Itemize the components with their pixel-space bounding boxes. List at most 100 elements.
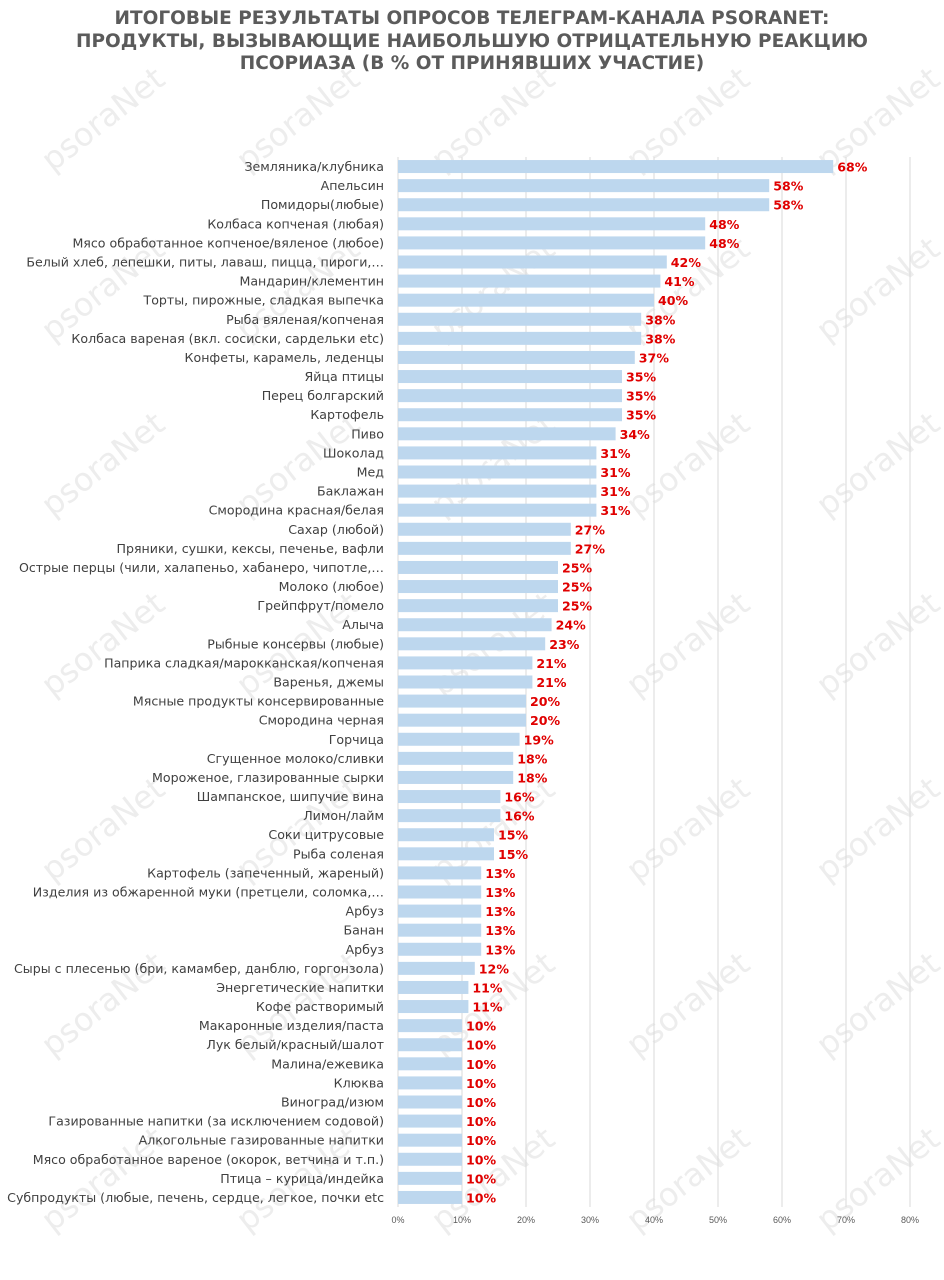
x-tick-label: 40%: [645, 1215, 663, 1225]
category-label: Малина/ежевика: [271, 1056, 384, 1071]
category-label: Арбуз: [345, 904, 384, 919]
bar: [398, 255, 667, 269]
x-tick-label: 0%: [391, 1215, 404, 1225]
bar: [398, 656, 533, 670]
bar: [398, 522, 571, 536]
category-label: Рыба соленая: [293, 846, 384, 861]
value-label: 20%: [530, 694, 561, 709]
value-label: 10%: [466, 1038, 497, 1053]
bar: [398, 732, 520, 746]
value-label: 31%: [600, 465, 631, 480]
value-label: 15%: [498, 828, 529, 843]
bar: [398, 828, 494, 842]
value-label: 16%: [504, 809, 535, 824]
bar: [398, 370, 622, 384]
category-label: Молоко (любое): [279, 579, 384, 594]
category-label: Банан: [343, 923, 384, 938]
x-tick-label: 80%: [901, 1215, 919, 1225]
bar: [398, 179, 770, 193]
x-tick-label: 50%: [709, 1215, 727, 1225]
category-label: Острые перцы (чили, халапеньо, хабанеро,…: [19, 560, 384, 575]
bar: [398, 809, 501, 823]
value-label: 34%: [620, 427, 651, 442]
value-label: 13%: [485, 866, 516, 881]
value-label: 21%: [536, 675, 567, 690]
value-label: 41%: [664, 274, 695, 289]
bar: [398, 560, 558, 574]
category-label: Клюква: [334, 1075, 384, 1090]
value-label: 35%: [626, 370, 657, 385]
value-label: 19%: [524, 732, 555, 747]
category-label: Колбаса копченая (любая): [207, 216, 384, 231]
category-label: Арбуз: [345, 942, 384, 957]
value-label: 25%: [562, 580, 593, 595]
bar: [398, 580, 558, 594]
category-label: Шоколад: [323, 445, 384, 460]
category-label: Торты, пирожные, сладкая выпечка: [143, 293, 385, 308]
bar: [398, 923, 482, 937]
bar: [398, 1076, 462, 1090]
x-tick-label: 30%: [581, 1215, 599, 1225]
value-label: 13%: [485, 942, 516, 957]
category-label: Рыба вяленая/копченая: [226, 312, 384, 327]
value-label: 35%: [626, 408, 657, 423]
category-label: Горчица: [329, 732, 384, 747]
category-label: Варенья, джемы: [273, 675, 384, 690]
value-label: 35%: [626, 389, 657, 404]
value-label: 24%: [556, 618, 587, 633]
bar: [398, 885, 482, 899]
category-label: Смородина черная: [259, 713, 384, 728]
bar: [398, 770, 514, 784]
category-label: Алыча: [342, 617, 384, 632]
bar: [398, 847, 494, 861]
category-label: Белый хлеб, лепешки, питы, лаваш, пицца,…: [26, 255, 384, 270]
category-label: Виноград/изюм: [281, 1095, 384, 1110]
category-label: Сахар (любой): [288, 522, 384, 537]
bar: [398, 1000, 469, 1014]
bar: [398, 446, 597, 460]
category-label: Смородина красная/белая: [209, 503, 384, 518]
category-label: Кофе растворимый: [256, 999, 384, 1014]
bar: [398, 1114, 462, 1128]
value-label: 11%: [472, 980, 503, 995]
bar: [398, 637, 546, 651]
category-label: Рыбные консервы (любые): [207, 636, 384, 651]
bar: [398, 541, 571, 555]
category-label: Изделия из обжаренной муки (претцели, со…: [33, 885, 384, 900]
value-label: 31%: [600, 503, 631, 518]
value-label: 58%: [773, 198, 804, 213]
bar: [398, 980, 469, 994]
bar: [398, 465, 597, 479]
value-label: 10%: [466, 1114, 497, 1129]
bar: [398, 503, 597, 517]
chart-title: ИТОГОВЫЕ РЕЗУЛЬТАТЫ ОПРОСОВ ТЕЛЕГРАМ-КАН…: [0, 8, 944, 76]
x-tick-label: 10%: [453, 1215, 471, 1225]
value-label: 37%: [639, 350, 670, 365]
bar: [398, 350, 635, 364]
x-tick-label: 70%: [837, 1215, 855, 1225]
value-label: 11%: [472, 1000, 503, 1015]
category-label: Мясные продукты консервированные: [133, 694, 384, 709]
chart-title-line-3: ПСОРИАЗА (В % ОТ ПРИНЯВШИХ УЧАСТИЕ): [239, 53, 705, 74]
bar: [398, 1171, 462, 1185]
bar: [398, 408, 622, 422]
bar: [398, 942, 482, 956]
value-label: 10%: [466, 1171, 497, 1186]
bar: [398, 160, 834, 174]
value-label: 10%: [466, 1076, 497, 1091]
value-label: 18%: [517, 751, 548, 766]
bar: [398, 904, 482, 918]
category-label: Колбаса вареная (вкл. сосиски, сардельки…: [71, 331, 384, 346]
value-label: 10%: [466, 1190, 497, 1205]
category-label: Баклажан: [317, 484, 384, 499]
bar: [398, 1133, 462, 1147]
bar: [398, 1095, 462, 1109]
category-label: Субпродукты (любые, печень, сердце, легк…: [7, 1190, 384, 1205]
chart-title-line-2: ПРОДУКТЫ, ВЫЗЫВАЮЩИЕ НАИБОЛЬШУЮ ОТРИЦАТЕ…: [75, 30, 869, 52]
category-label: Алкогольные газированные напитки: [139, 1133, 384, 1148]
bar: [398, 484, 597, 498]
bar: [398, 1152, 462, 1166]
category-label: Пряники, сушки, кексы, печенье, вафли: [116, 541, 384, 556]
category-label: Перец болгарский: [262, 388, 384, 403]
